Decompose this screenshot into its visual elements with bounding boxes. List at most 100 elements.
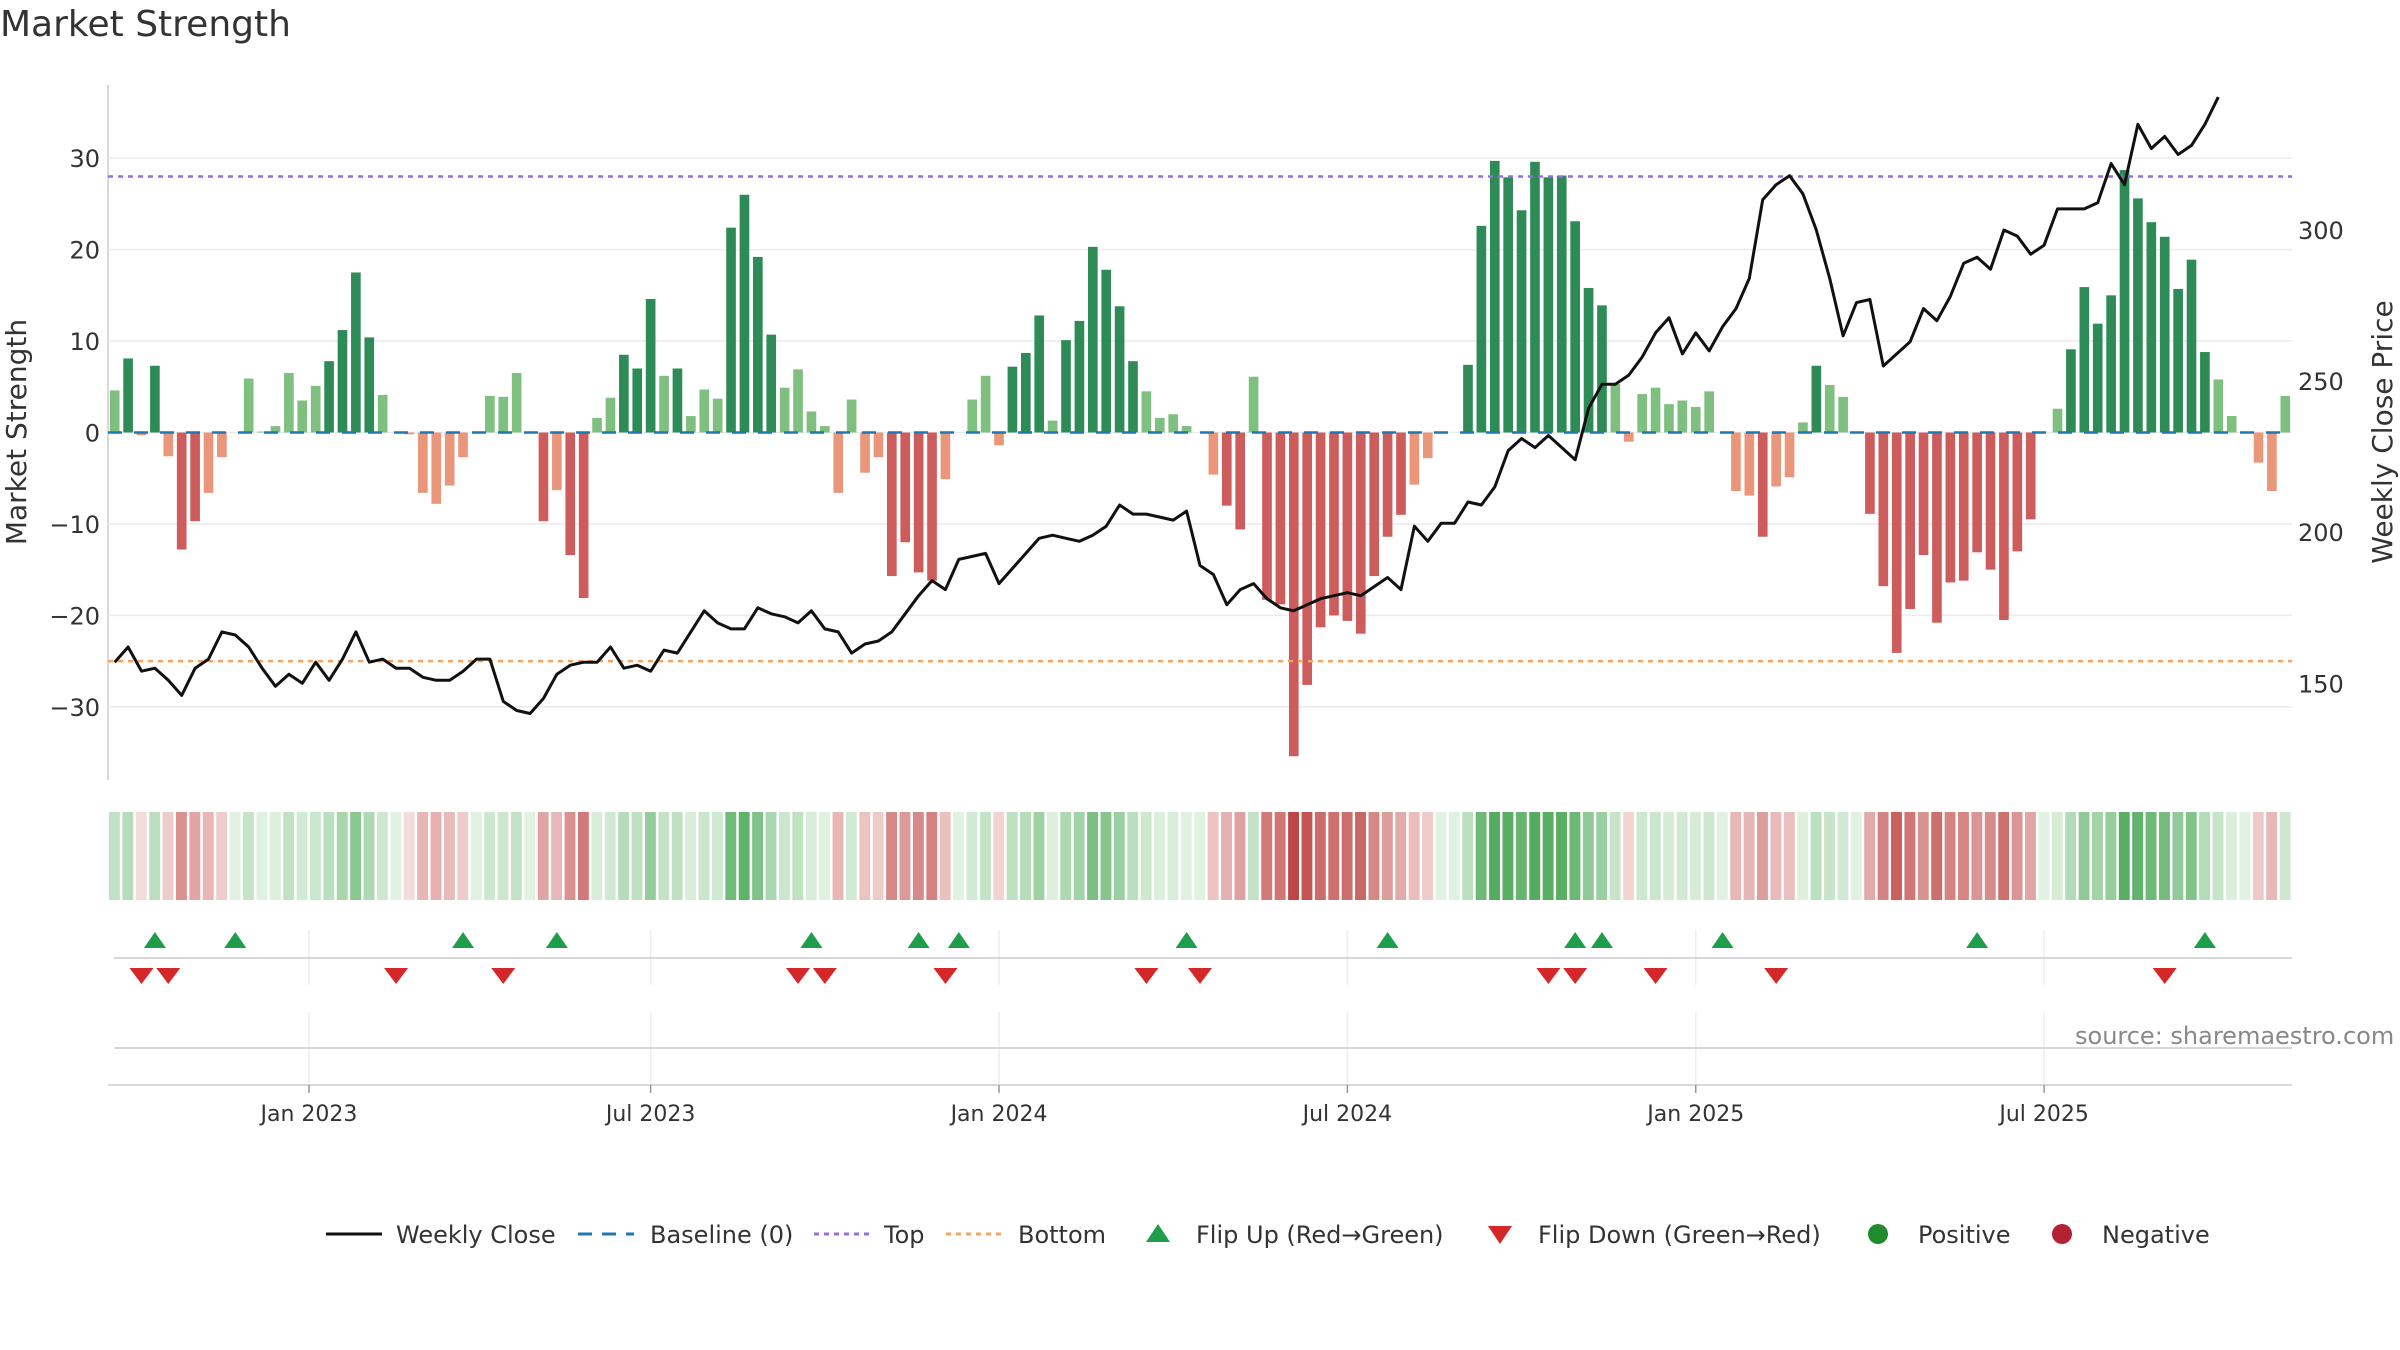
heat-cell <box>738 812 750 900</box>
strength-bar <box>2280 395 2291 433</box>
heat-cell <box>899 812 911 900</box>
heat-cell <box>162 812 174 900</box>
heat-cell <box>189 812 201 900</box>
heat-cell <box>765 812 777 900</box>
heat-cell <box>1435 812 1447 900</box>
strength-bar <box>190 432 200 522</box>
strength-bar <box>1530 161 1540 433</box>
heat-cell <box>2252 812 2264 900</box>
heat-cell <box>1167 812 1179 900</box>
heat-cell <box>1140 812 1152 900</box>
y-tick-label: −30 <box>49 694 100 722</box>
heat-cell <box>336 812 348 900</box>
strength-bar <box>820 426 830 433</box>
legend-bottom-label: Bottom <box>1018 1221 1106 1249</box>
strength-bar <box>1128 361 1138 433</box>
strength-bar <box>632 368 643 433</box>
strength-bar <box>1409 432 1420 485</box>
heat-cell <box>135 812 147 900</box>
heat-cell <box>202 812 214 900</box>
strength-bar <box>284 373 294 433</box>
flip-up-marker <box>2193 932 2216 948</box>
strength-bar <box>1382 432 1393 537</box>
heat-cell <box>1636 812 1648 900</box>
heat-cell <box>711 812 723 900</box>
heat-cell <box>175 812 187 900</box>
heat-cell <box>2025 812 2036 900</box>
weekly-close-line <box>113 96 2220 715</box>
strength-bar <box>552 432 562 491</box>
flip-up-marker <box>143 932 166 948</box>
strength-bar <box>900 432 911 543</box>
legend-weekly-close-label: Weekly Close <box>396 1221 556 1249</box>
heat-cell <box>524 812 536 900</box>
flip-up-marker <box>1590 932 1613 948</box>
y-tick-label: 10 <box>69 328 100 356</box>
heat-cell <box>1288 812 1299 900</box>
strength-bar <box>927 432 937 581</box>
heat-cell <box>510 812 522 900</box>
flip-down-marker <box>491 968 516 984</box>
strength-bar <box>2267 432 2277 492</box>
strength-bar <box>1637 394 1647 433</box>
strength-bar <box>1623 432 1634 442</box>
heat-cell <box>1971 812 1983 900</box>
heat-cell <box>1381 812 1393 900</box>
strength-bar <box>1275 432 1286 605</box>
heat-cell <box>819 812 831 900</box>
heat-cell <box>1341 812 1353 900</box>
strength-bar <box>404 432 415 435</box>
heat-cell <box>939 812 951 900</box>
strength-bar <box>739 194 750 433</box>
strength-bar <box>1650 387 1661 433</box>
strength-bar <box>1007 366 1018 433</box>
strength-bar <box>1302 432 1313 685</box>
strength-bar <box>418 432 428 493</box>
strength-bar <box>2012 432 2023 552</box>
heat-cell <box>2266 812 2278 900</box>
strength-bar <box>1315 432 1326 628</box>
flip-down-marker <box>1536 968 1561 984</box>
strength-bar <box>337 330 348 433</box>
heat-cell <box>1810 812 1822 900</box>
heat-cell <box>417 812 429 900</box>
y2-tick-label: 200 <box>2298 519 2344 547</box>
heat-cell <box>1328 812 1340 900</box>
strength-bar <box>2186 259 2197 433</box>
strength-bar <box>1664 404 1674 433</box>
y-tick-label: −20 <box>49 602 100 630</box>
strength-bar <box>1141 391 1152 433</box>
strength-bar <box>887 432 897 577</box>
flip-down-marker <box>1134 968 1159 984</box>
flip-down-marker <box>384 968 409 984</box>
strength-bar <box>1101 269 1112 433</box>
flip-down-marker <box>1188 968 1212 984</box>
heat-cell <box>644 812 656 900</box>
strength-bar <box>1396 432 1406 515</box>
heat-cell <box>1690 812 1701 900</box>
strength-bar <box>1221 432 1232 506</box>
heat-cell <box>109 812 120 900</box>
strength-bar <box>1114 306 1125 433</box>
legend-negative-symbol <box>2052 1224 2072 1244</box>
strength-bar <box>2159 236 2170 433</box>
heat-cell <box>443 812 455 900</box>
legend-baseline-label: Baseline (0) <box>650 1221 793 1249</box>
strength-bar <box>270 426 281 433</box>
strength-bar <box>123 358 133 433</box>
flip-up-marker <box>1175 932 1198 948</box>
strength-bar <box>1034 315 1045 433</box>
heat-cell <box>1703 812 1715 900</box>
heat-cell <box>1663 812 1675 900</box>
strength-bar <box>1757 432 1768 537</box>
heat-cell <box>872 812 884 900</box>
heat-cell <box>1743 812 1755 900</box>
strength-bar <box>793 369 803 433</box>
strength-bar <box>619 354 629 433</box>
strength-bar <box>1905 432 1915 609</box>
flip-up-marker <box>907 932 930 948</box>
strength-bar <box>2226 416 2237 433</box>
heat-cell <box>229 812 241 900</box>
strength-bar <box>458 432 468 458</box>
